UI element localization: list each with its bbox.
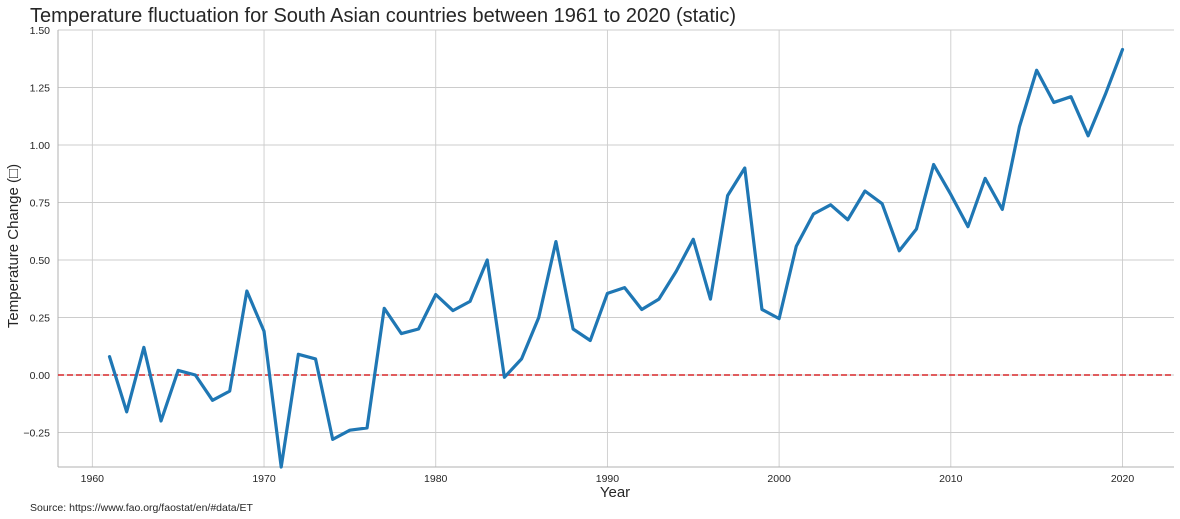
x-tick-label: 2020 (1111, 473, 1135, 485)
x-tick-label: 1990 (596, 473, 620, 485)
y-tick-label: 1.50 (30, 25, 51, 37)
x-tick-label: 1970 (252, 473, 276, 485)
x-tick-label: 2000 (767, 473, 791, 485)
series-line (107, 47, 1125, 469)
y-axis-label: Temperature Change (□) (5, 164, 22, 328)
tick-labels: 1960 1970 1980 1990 2000 2010 2020 −0.25 0.00 0.2… (23, 25, 1134, 485)
y-tick-label: 1.25 (30, 83, 51, 95)
y-tick-label: 0.50 (30, 255, 51, 267)
x-axis-label: Year (600, 484, 630, 501)
axes (57, 30, 1174, 468)
y-tick-label: 1.00 (30, 140, 51, 152)
x-tick-label: 1980 (424, 473, 448, 485)
x-tick-label: 2010 (939, 473, 963, 485)
y-tick-label: 0.00 (30, 370, 51, 382)
y-tick-label: −0.25 (23, 428, 50, 440)
source-note: Source: https://www.fao.org/faostat/en/#… (30, 502, 254, 514)
y-tick-label: 0.25 (30, 313, 51, 325)
y-tick-label: 0.75 (30, 198, 51, 210)
chart-title: Temperature fluctuation for South Asian … (30, 5, 736, 27)
x-tick-label: 1960 (81, 473, 105, 485)
series (107, 47, 1125, 469)
grid (58, 29, 1174, 467)
